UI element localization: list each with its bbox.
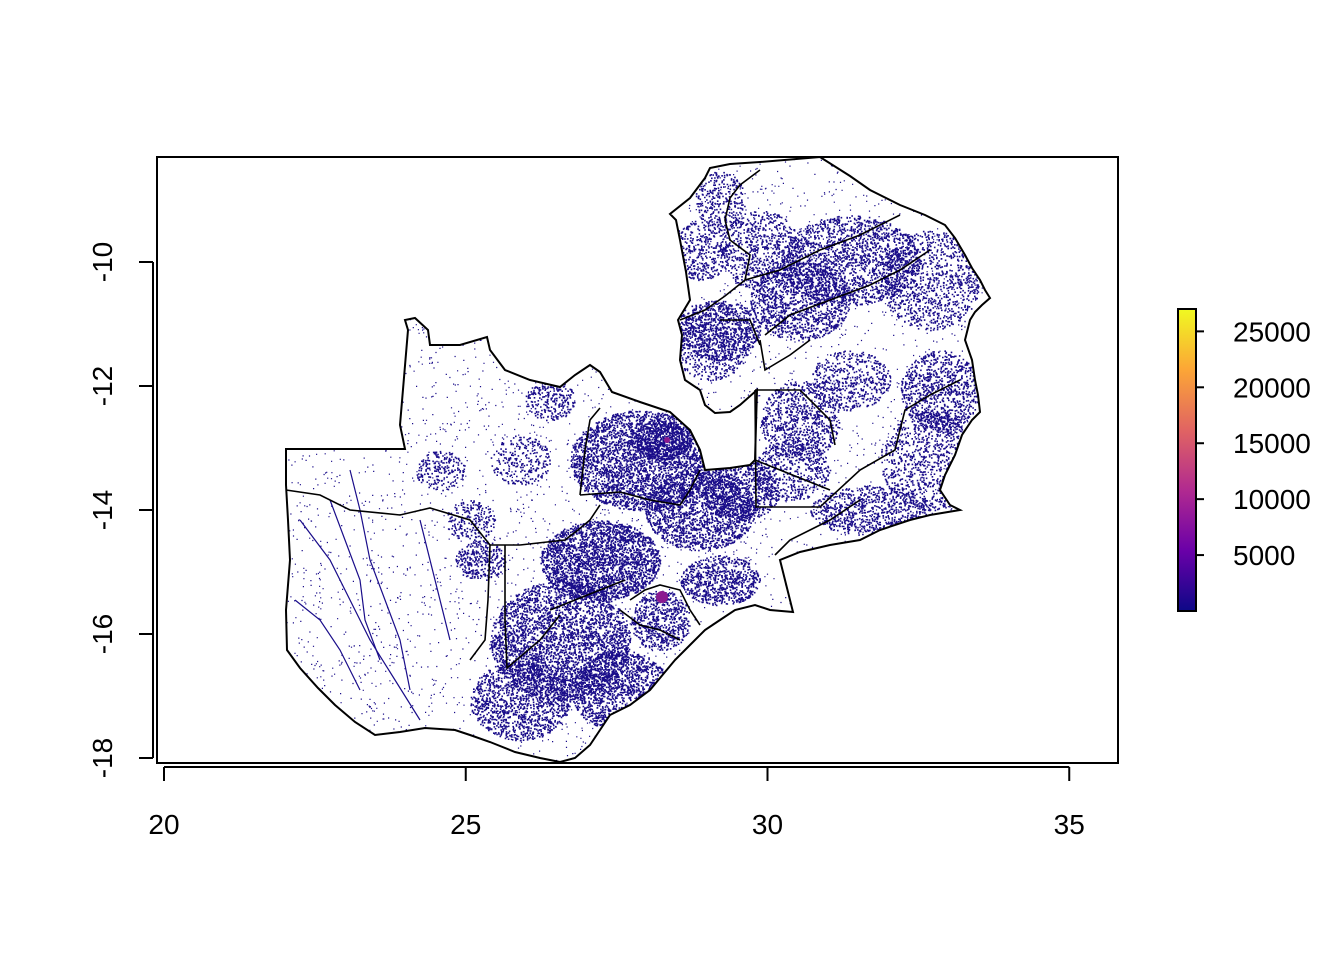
- river-line: [329, 499, 381, 661]
- legend-tick-label: 25000: [1233, 316, 1311, 347]
- province-border: [689, 469, 701, 491]
- province-border: [755, 389, 836, 446]
- y-tick-label: -18: [87, 738, 118, 778]
- province-border: [759, 339, 811, 372]
- x-tick-label: 20: [148, 809, 179, 840]
- province-border: [754, 379, 961, 508]
- river-line: [419, 519, 451, 641]
- plot-frame: [156, 156, 1119, 764]
- country-border: [284, 155, 992, 764]
- river-line: [294, 599, 361, 691]
- legend-tick-label: 5000: [1233, 540, 1295, 571]
- river-line: [299, 519, 421, 721]
- province-border: [720, 319, 761, 346]
- legend-colorbar: [1177, 308, 1197, 612]
- color-legend: 5000 10000 15000 20000 25000: [1177, 308, 1311, 612]
- province-border: [744, 214, 901, 281]
- province-border: [774, 499, 861, 556]
- province-border: [629, 584, 701, 626]
- province-border: [549, 579, 626, 611]
- province-borders: [284, 155, 992, 764]
- x-tick-label: 25: [450, 809, 481, 840]
- province-border: [519, 504, 601, 546]
- province-border: [469, 544, 491, 661]
- province-border: [754, 459, 831, 491]
- x-tick-label: 35: [1054, 809, 1085, 840]
- hotspot-mark: [656, 591, 668, 603]
- legend-tick-label: 10000: [1233, 484, 1311, 515]
- legend-tick-label: 20000: [1233, 372, 1311, 403]
- y-tick-label: -14: [87, 490, 118, 530]
- legend-tick-label: 15000: [1233, 428, 1311, 459]
- y-tick-label: -12: [87, 366, 118, 406]
- province-border: [579, 407, 601, 496]
- province-border: [504, 545, 561, 670]
- province-border: [619, 609, 681, 641]
- province-border: [579, 489, 691, 506]
- y-tick-label: -16: [87, 614, 118, 654]
- y-tick-label: -10: [87, 242, 118, 282]
- x-tick-label: 30: [752, 809, 783, 840]
- hotspot-mark: [664, 437, 670, 443]
- y-axis: -10 -12 -14 -16 -18: [87, 242, 154, 778]
- province-border: [285, 489, 520, 546]
- density-points: [286, 157, 990, 762]
- province-border: [764, 249, 931, 336]
- river-line: [349, 469, 411, 691]
- province-border: [679, 169, 761, 321]
- density-raster: [286, 157, 990, 762]
- x-axis: 20 25 30 35: [148, 766, 1085, 840]
